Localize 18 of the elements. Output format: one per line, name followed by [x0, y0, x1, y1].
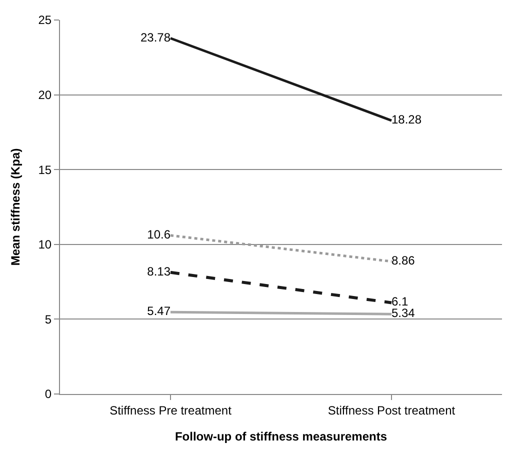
x-tick-label: Stiffness Post treatment	[328, 403, 456, 418]
data-label: 5.34	[392, 306, 416, 320]
data-label: 18.28	[392, 112, 422, 127]
y-axis-title: Mean stiffness (Kpa)	[8, 148, 23, 266]
x-axis-title: Follow-up of stiffness measurements	[174, 429, 388, 444]
y-tick-label: 5	[44, 312, 52, 326]
x-tick-label: Stiffness Pre treatment	[110, 403, 232, 418]
y-tick-label: 0	[44, 387, 52, 402]
y-tick-label: 15	[38, 162, 52, 177]
y-tick-label: 10	[38, 238, 52, 252]
y-tick-label: 25	[38, 13, 52, 28]
y-tick-label: 20	[38, 88, 52, 102]
data-label: 23.78	[140, 30, 171, 44]
data-label: 6.1	[392, 294, 409, 309]
data-label: 8.86	[392, 253, 416, 268]
data-label: 5.47	[147, 304, 171, 318]
data-label: 8.13	[147, 264, 171, 278]
data-label: 10.6	[147, 227, 171, 242]
